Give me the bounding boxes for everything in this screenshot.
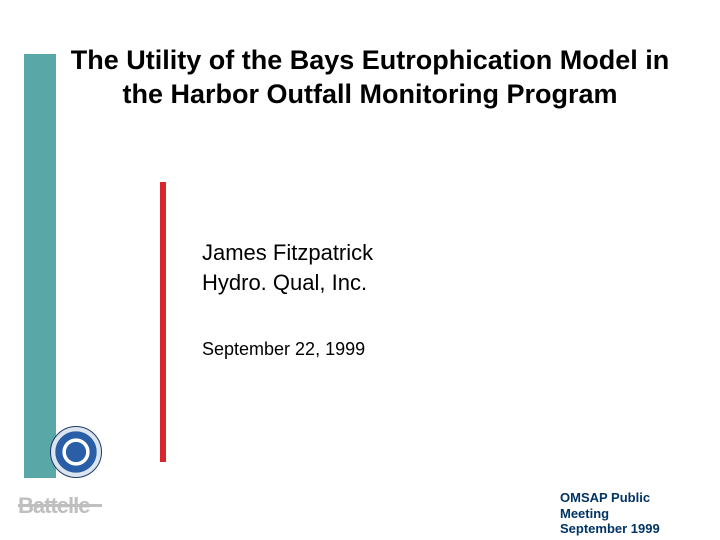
presentation-date: September 22, 1999 [202, 339, 373, 360]
footer-line-3: September 1999 [560, 521, 660, 537]
accent-red-line [160, 182, 166, 462]
footer-block: OMSAP Public Meeting September 1999 [560, 490, 660, 537]
footer-line-1: OMSAP Public [560, 490, 660, 506]
accent-bar-side [24, 70, 56, 478]
footer-line-2: Meeting [560, 506, 660, 522]
author-affiliation: Hydro. Qual, Inc. [202, 268, 373, 298]
content-block: James Fitzpatrick Hydro. Qual, Inc. Sept… [202, 238, 373, 360]
battelle-logo-line [18, 504, 102, 507]
accent-bar-top [24, 54, 56, 70]
author-block: James Fitzpatrick Hydro. Qual, Inc. [202, 238, 373, 297]
mwra-seal-icon [50, 426, 102, 478]
slide-title: The Utility of the Bays Eutrophication M… [60, 44, 680, 112]
author-name: James Fitzpatrick [202, 238, 373, 268]
